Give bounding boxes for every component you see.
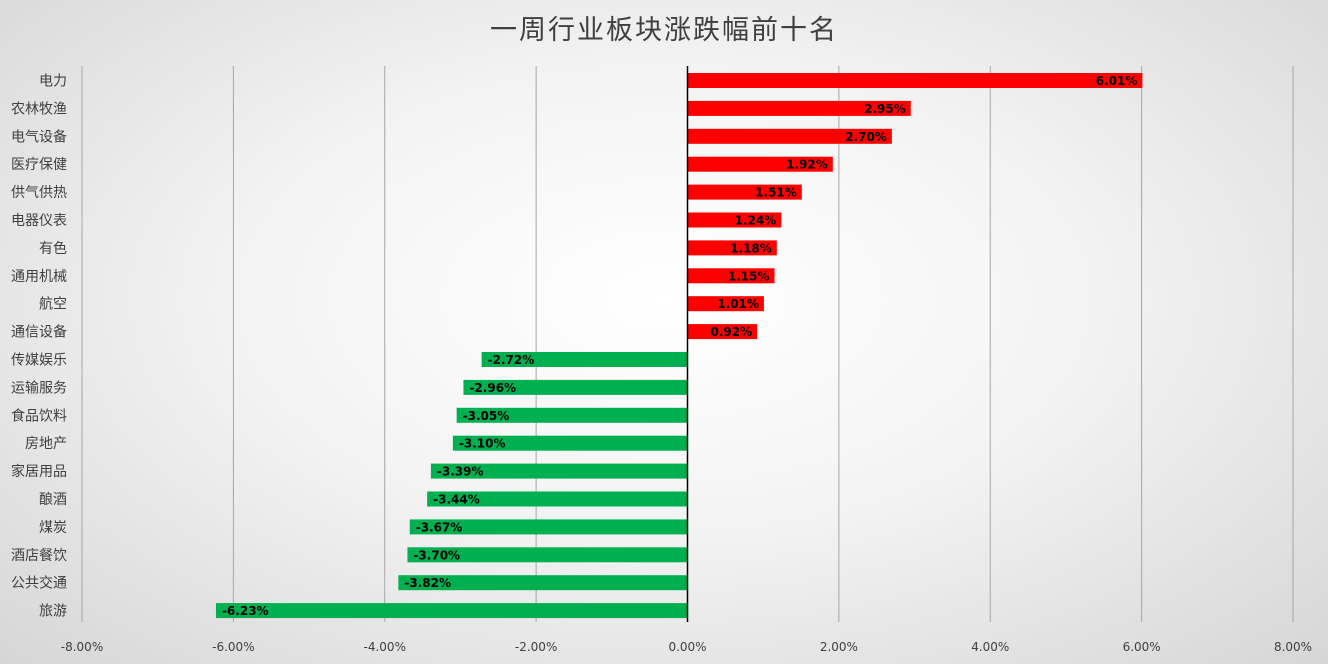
x-tick-label: -8.00% xyxy=(61,640,103,654)
data-label: -3.44% xyxy=(433,493,480,507)
category-label: 电气设备 xyxy=(11,128,67,145)
category-label: 通用机械 xyxy=(11,269,67,285)
category-label: 家居用品 xyxy=(11,463,67,480)
data-label: 2.95% xyxy=(864,102,906,116)
data-label: 1.24% xyxy=(735,214,777,228)
x-tick-label: -2.00% xyxy=(515,640,557,654)
bar xyxy=(687,324,758,340)
data-label: 1.51% xyxy=(755,186,797,200)
category-label: 供气供热 xyxy=(11,185,67,201)
data-label: -3.05% xyxy=(463,409,510,423)
bar xyxy=(427,491,688,507)
x-tick-label: 0.00% xyxy=(668,640,706,654)
category-label: 酒店餐饮 xyxy=(11,548,67,564)
bar xyxy=(398,575,688,591)
category-label: 电力 xyxy=(39,74,67,90)
x-tick-label: 2.00% xyxy=(820,640,858,654)
bar xyxy=(430,463,688,479)
bar xyxy=(481,352,688,367)
bar xyxy=(687,212,782,228)
category-label: 医疗保健 xyxy=(11,157,67,173)
bar xyxy=(456,407,688,423)
category-label: 传媒娱乐 xyxy=(11,353,67,369)
data-label: 6.01% xyxy=(1096,74,1138,88)
bar xyxy=(215,603,688,619)
bar xyxy=(687,184,802,200)
x-tick-label: 6.00% xyxy=(1123,640,1161,654)
category-label: 酿酒 xyxy=(39,492,67,508)
data-label: 2.70% xyxy=(845,130,887,144)
x-tick-label: -6.00% xyxy=(212,640,254,654)
x-tick-label: 4.00% xyxy=(971,640,1009,654)
data-label: 0.92% xyxy=(710,325,752,339)
data-label: -2.72% xyxy=(488,353,535,367)
data-label: -3.39% xyxy=(437,465,484,479)
bar xyxy=(687,268,775,284)
category-label: 有色 xyxy=(39,240,67,257)
bar xyxy=(687,128,892,144)
data-label: 1.01% xyxy=(717,297,759,311)
data-label: -2.96% xyxy=(469,381,516,395)
data-label: 1.92% xyxy=(786,158,828,172)
bar xyxy=(463,379,688,395)
bar xyxy=(687,296,764,312)
category-label: 旅游 xyxy=(39,604,67,620)
category-label: 航空 xyxy=(39,297,67,313)
category-label: 房地产 xyxy=(25,436,67,452)
bar xyxy=(687,240,777,256)
category-label: 电器仪表 xyxy=(11,213,67,229)
data-label: -6.23% xyxy=(222,604,269,618)
bar xyxy=(409,519,688,535)
bar xyxy=(687,100,911,116)
x-tick-label: -4.00% xyxy=(364,640,406,654)
data-label: -3.10% xyxy=(459,437,506,451)
bar xyxy=(687,73,1143,88)
data-label: -3.67% xyxy=(416,520,463,534)
category-label: 食品饮料 xyxy=(11,407,67,424)
x-tick-label: 8.00% xyxy=(1274,640,1312,654)
bar xyxy=(687,156,833,172)
data-label: 1.18% xyxy=(730,241,772,255)
chart-title: 一周行业板块涨跌幅前十名 xyxy=(490,15,838,46)
data-label: -3.70% xyxy=(413,548,460,562)
category-label: 公共交通 xyxy=(11,575,67,592)
category-label: 通信设备 xyxy=(11,324,67,341)
category-label: 运输服务 xyxy=(11,380,67,396)
category-label: 煤炭 xyxy=(39,520,67,536)
bar xyxy=(452,435,688,451)
category-label: 农林牧渔 xyxy=(11,101,67,117)
data-label: -3.82% xyxy=(404,576,451,590)
bar xyxy=(407,547,688,563)
data-label: 1.15% xyxy=(728,269,770,283)
